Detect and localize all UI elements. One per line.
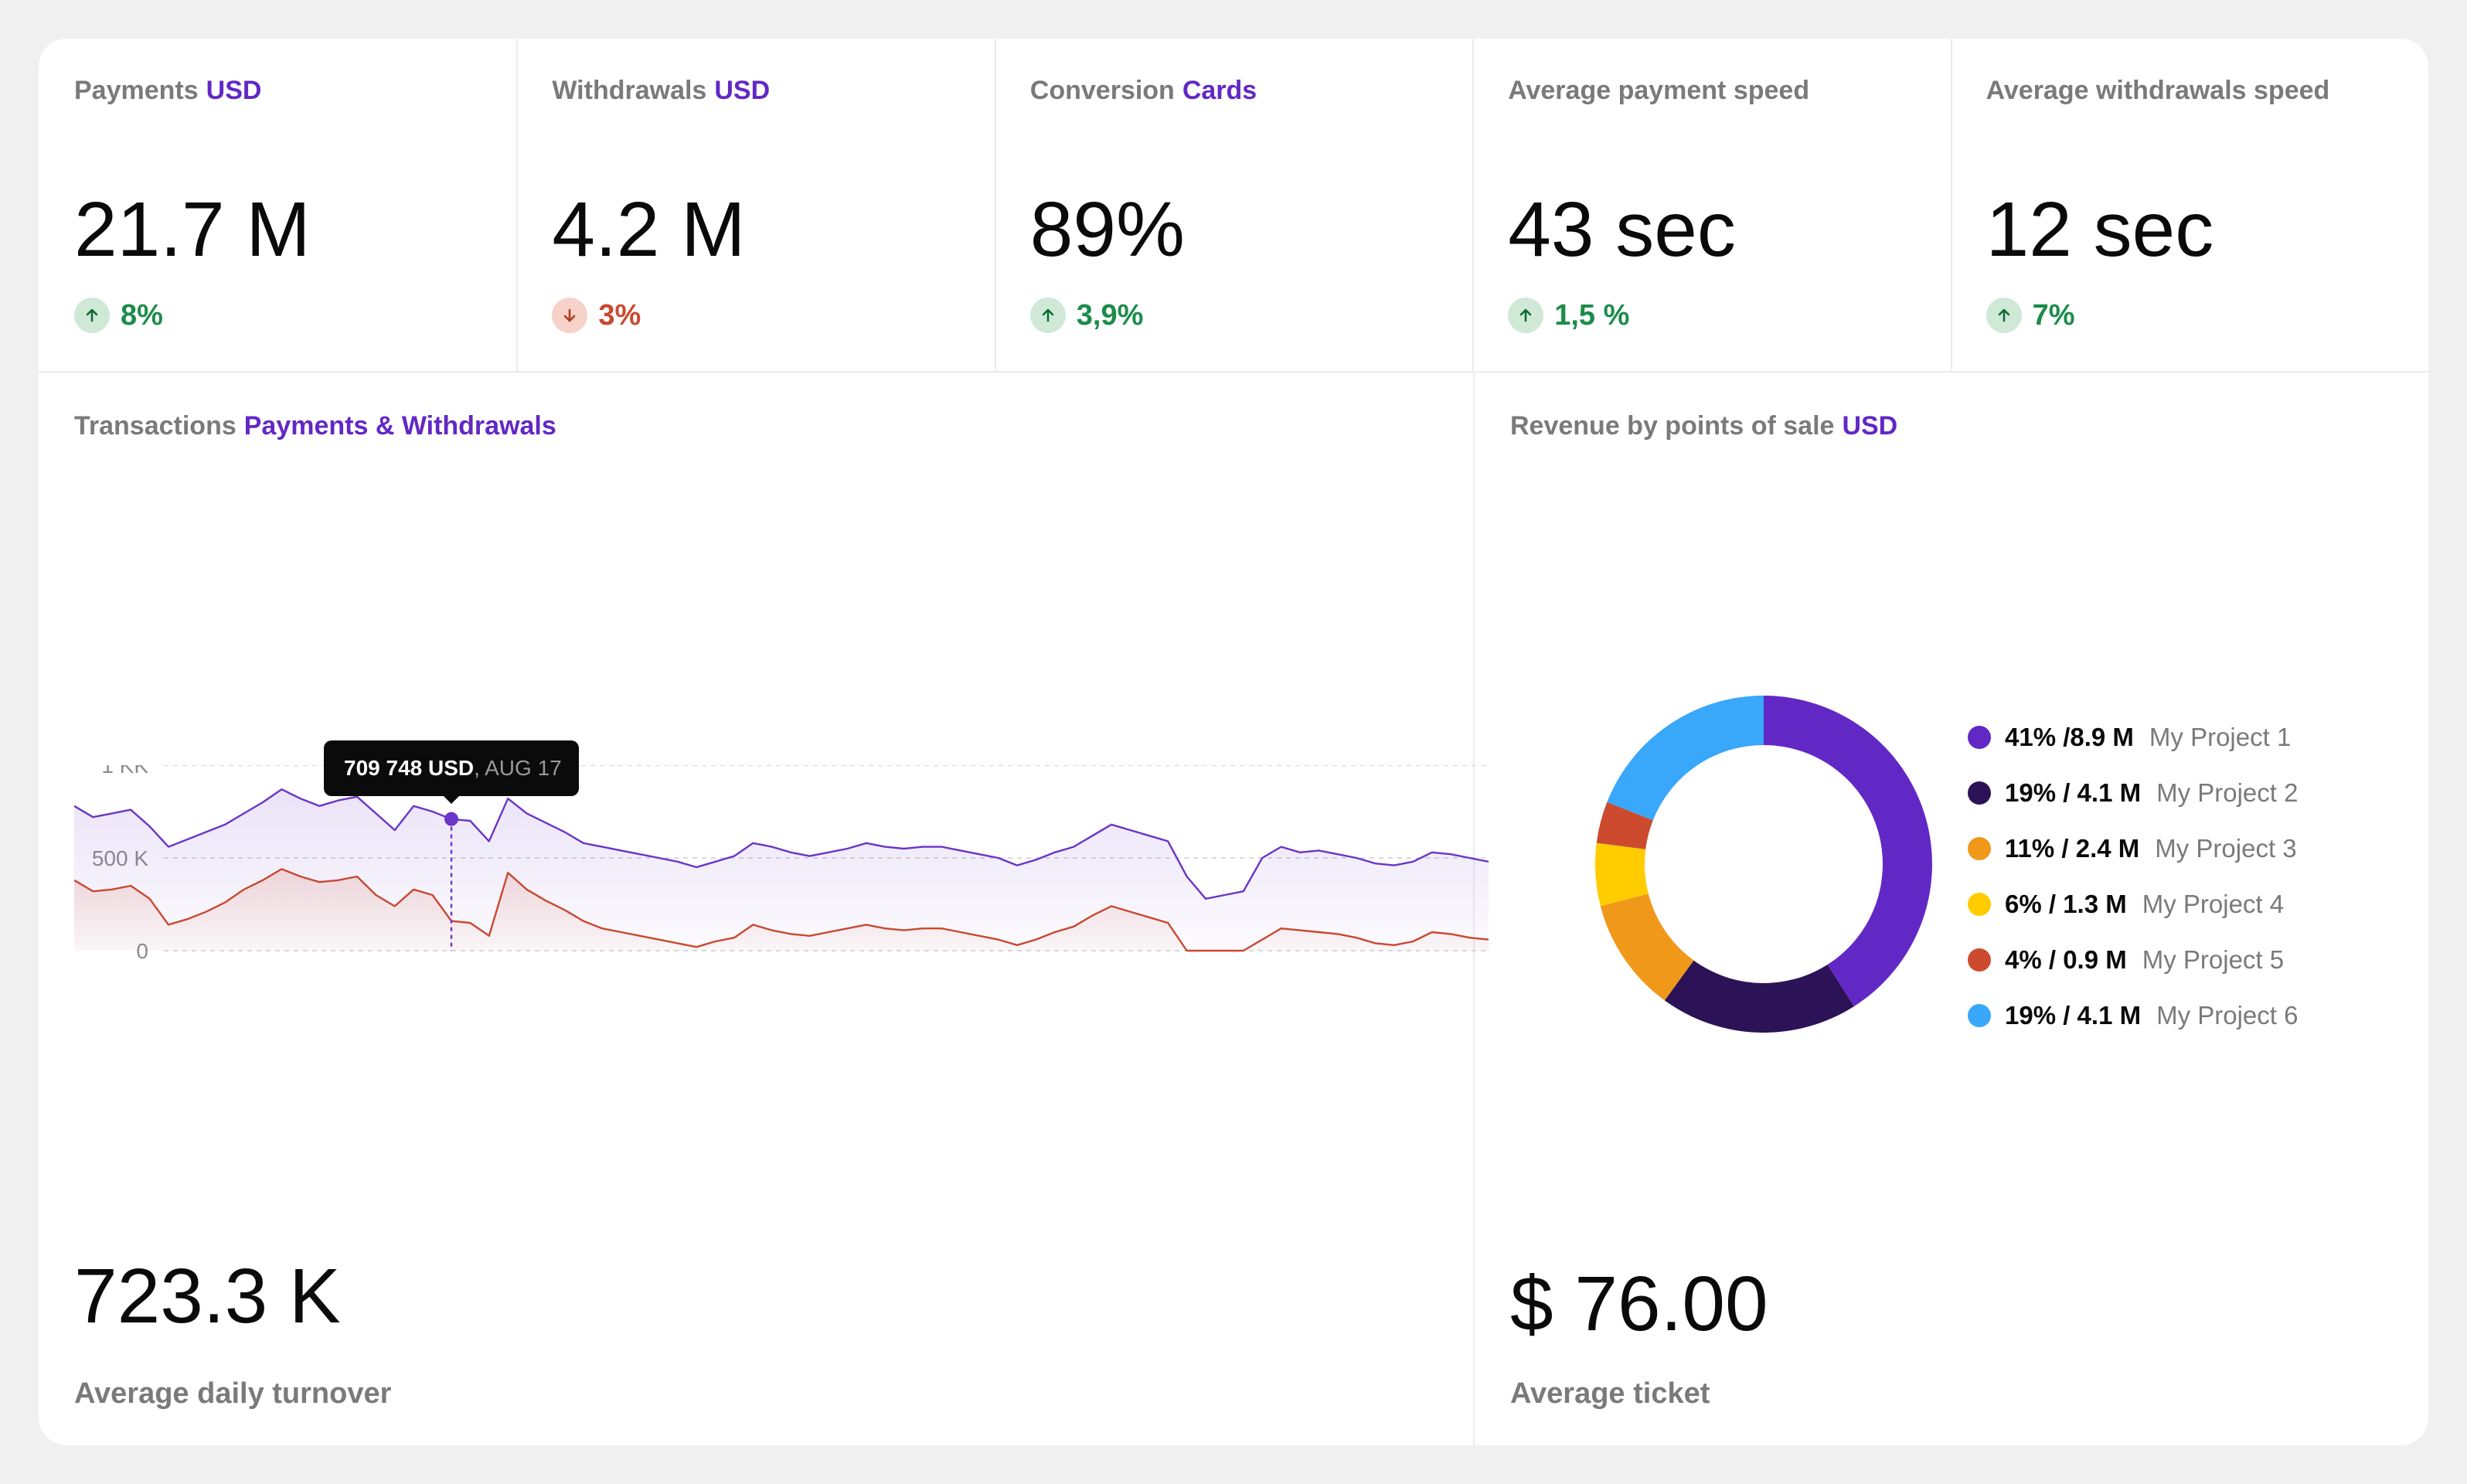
dashboard-card: Payments USD 21.7 M 8% Withdrawals USD 4.2 M 3%… [39,39,2428,1445]
average-daily-turnover-value: 723.3 K [74,1253,341,1339]
series-area [74,869,1489,951]
stat-title: Withdrawals USD [552,76,771,105]
stat-delta: 1,5 % [1508,297,1629,334]
legend-item[interactable]: 4% / 0.9 M My Project 5 [1968,941,2298,979]
transactions-title: Transactions Payments & Withdrawals [74,411,556,441]
stat-title: Average withdrawals speed [1986,76,2330,105]
legend-name: My Project 5 [2142,945,2285,974]
stat-delta-text: 7% [2032,298,2075,332]
transactions-filter[interactable]: Payments & Withdrawals [243,411,556,441]
revenue-donut-chart [1595,696,1932,1033]
legend-item[interactable]: 6% / 1.3 M My Project 4 [1968,886,2298,923]
legend-dot [1968,837,1991,860]
revenue-currency[interactable]: USD [1842,411,1898,441]
legend-dot [1968,1004,1991,1027]
stat-delta-text: 3,9% [1076,298,1144,332]
stat-delta-text: 3% [598,298,641,332]
average-daily-turnover-label: Average daily turnover [74,1377,392,1410]
stat-card: Conversion Cards 89% 3,9% [995,39,1472,371]
stat-filter[interactable]: USD [206,76,262,105]
stat-title: Conversion Cards [1029,76,1257,105]
chart-tooltip: 709 748 USD, AUG 17 [324,740,579,796]
donut-slice[interactable] [1595,842,1649,907]
stat-card: Withdrawals USD 4.2 M 3% [516,39,994,371]
arrow-up-icon [1986,298,2022,333]
stat-title: Payments USD [74,76,262,105]
tooltip-value: 709 748 USD [344,756,475,780]
divider [994,39,996,371]
stat-card: Average payment speed 43 sec 1,5 % [1472,39,1950,371]
revenue-title: Revenue by points of sale USD [1510,411,1898,441]
stat-card: Average withdrawals speed 12 sec 7% [1951,39,2428,371]
legend-value: 6% / 1.3 M [2005,890,2127,918]
divider [1950,39,1952,371]
stat-delta: 3,9% [1029,297,1144,334]
tooltip-date: , AUG 17 [474,756,562,780]
divider [516,39,519,371]
legend-value: 19% / 4.1 M [2005,778,2142,807]
legend-name: My Project 6 [2156,1001,2299,1030]
legend-value: 19% / 4.1 M [2005,1001,2142,1030]
legend-item[interactable]: 19% / 4.1 M My Project 6 [1968,997,2298,1034]
legend-dot [1968,893,1991,916]
arrow-up-icon [1029,298,1066,333]
stat-delta-text: 8% [121,298,163,332]
arrow-up-icon [1508,298,1544,333]
stat-title: Average payment speed [1508,76,1810,105]
average-ticket-value: $ 76.00 [1510,1261,1768,1347]
stat-card: Payments USD 21.7 M 8% [39,39,516,371]
legend-dot [1968,781,1991,805]
stat-filter[interactable]: Cards [1182,76,1257,105]
legend-value: 11% / 2.4 M [2005,834,2140,863]
legend-name: My Project 1 [2149,723,2292,751]
legend-name: My Project 3 [2155,834,2297,863]
stat-delta: 8% [74,297,163,334]
arrow-down-icon [552,298,588,333]
donut-slice[interactable] [1664,960,1854,1033]
legend-name: My Project 2 [2156,778,2299,807]
stat-filter[interactable]: USD [714,76,771,105]
tooltip-caret [442,795,461,804]
legend-item[interactable]: 11% / 2.4 M My Project 3 [1968,830,2298,867]
donut-legend: 41% /8.9 M My Project 1 19% / 4.1 M My Proj… [1968,719,2298,1053]
stat-value: 43 sec [1508,186,1736,273]
legend-dot [1968,948,1991,972]
donut-slice[interactable] [1596,802,1653,849]
stat-delta-text: 1,5 % [1554,298,1630,332]
stat-delta: 7% [1986,297,2075,334]
legend-item[interactable]: 19% / 4.1 M My Project 2 [1968,774,2298,812]
donut-slice[interactable] [1600,893,1694,1001]
divider [1472,39,1475,371]
stat-value: 4.2 M [552,186,746,273]
stat-delta: 3% [552,297,641,334]
legend-dot [1968,726,1991,749]
legend-item[interactable]: 41% /8.9 M My Project 1 [1968,719,2298,756]
transactions-line-chart: 1 KK500 K0 [74,765,1489,963]
donut-slice[interactable] [1607,696,1764,821]
legend-value: 41% /8.9 M [2005,723,2134,751]
legend-name: My Project 4 [2142,890,2285,918]
divider [39,371,2428,373]
arrow-up-icon [74,298,110,333]
series-line [74,868,1489,952]
stat-value: 21.7 M [74,186,311,273]
average-ticket-label: Average ticket [1510,1377,1710,1410]
y-tick-label: 1 KK [101,765,148,778]
tooltip-point [444,812,458,826]
series-line [74,788,1489,900]
donut-slice[interactable] [1764,696,1932,1007]
stat-value: 89% [1029,186,1185,273]
legend-value: 4% / 0.9 M [2005,945,2127,974]
stat-value: 12 sec [1986,186,2214,273]
